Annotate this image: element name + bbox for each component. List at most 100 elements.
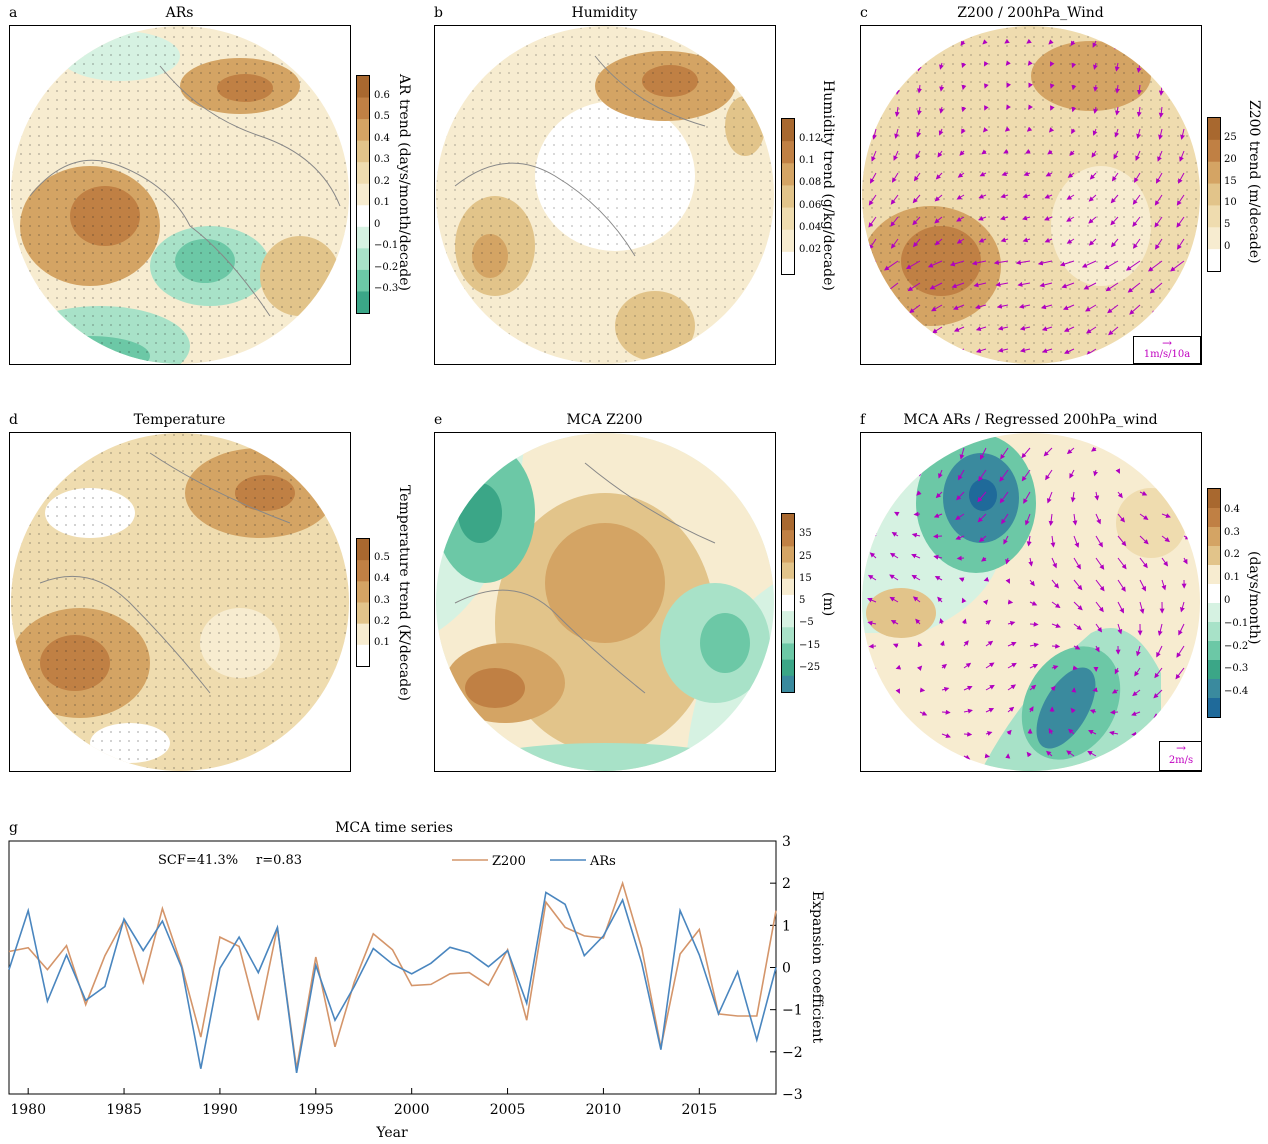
wind-vector	[894, 128, 900, 139]
wind-vector	[1067, 172, 1075, 178]
wind-vector	[1180, 62, 1186, 74]
wind-vector	[1114, 667, 1120, 675]
wind-vector	[978, 215, 987, 221]
wind-vector	[1183, 488, 1193, 494]
colorbar-tick-label: −0.2	[374, 261, 399, 273]
wind-vector	[1154, 194, 1163, 206]
wind-vector	[1037, 260, 1053, 266]
wind-vector	[1095, 535, 1103, 548]
wind-vector	[1111, 172, 1119, 182]
wind-vector	[1176, 711, 1185, 721]
wind-vector	[985, 708, 995, 713]
colorbar-swatch	[1208, 698, 1220, 718]
wind-vector	[868, 194, 877, 206]
wind-vector	[1026, 751, 1032, 758]
map-panel-a	[9, 25, 351, 365]
colorbar-swatch	[782, 141, 794, 164]
vector-key-label-c: 1m/s/10a	[1143, 349, 1191, 360]
wind-vector	[1157, 623, 1163, 636]
colorbar-swatch	[357, 183, 369, 206]
wind-vector	[863, 282, 877, 294]
wind-vector	[1006, 104, 1011, 110]
wind-vector	[982, 39, 988, 45]
colorbar-ticks-d: 0.5 0.4 0.3 0.2 0.1	[372, 538, 396, 665]
wind-vector	[887, 304, 899, 315]
wind-vector	[871, 666, 877, 672]
wind-vector	[934, 216, 943, 224]
wind-vector	[1071, 128, 1076, 135]
wind-vector	[956, 216, 965, 222]
wind-vector	[1029, 642, 1039, 648]
colorbar-tick-label: 0.3	[374, 594, 390, 606]
wind-vector	[890, 238, 899, 249]
wind-vector	[1004, 38, 1010, 44]
wind-vector	[1113, 150, 1119, 160]
wind-vector	[997, 347, 1009, 353]
wind-vector	[1019, 325, 1031, 331]
wind-vector	[892, 643, 899, 649]
wind-vector	[1132, 689, 1141, 697]
wind-vector	[918, 447, 924, 457]
wind-vector	[963, 662, 972, 669]
wind-vector	[1007, 684, 1017, 691]
wind-vector	[1001, 513, 1009, 525]
map-panel-c: → 1m/s/10a	[860, 25, 1202, 365]
wind-vector	[1021, 447, 1031, 459]
wind-vector	[1161, 535, 1170, 543]
wind-vector	[919, 687, 926, 693]
wind-vector	[1029, 601, 1038, 606]
wind-vector	[1183, 511, 1193, 517]
wind-vector	[960, 40, 966, 46]
wind-vector	[889, 596, 899, 603]
colorbar-swatch	[1208, 679, 1220, 699]
scf-annotation: SCF=41.3%	[158, 853, 238, 868]
wind-vector	[1175, 689, 1185, 701]
colorbar-tick-label: 0.1	[374, 197, 390, 209]
colorbar-swatch	[782, 185, 794, 209]
wind-vector	[934, 238, 943, 246]
wind-vector	[1051, 579, 1060, 589]
colorbar-label-b: Humidity trend (g/kg/decade)	[820, 80, 836, 291]
vector-key-arrow-icon: →	[1161, 336, 1173, 350]
wind-vector	[1072, 513, 1078, 526]
wind-vector	[919, 711, 928, 716]
wind-vector	[875, 447, 884, 452]
wind-vector	[1017, 281, 1031, 287]
wind-vector	[1061, 282, 1075, 289]
wind-vector	[1022, 237, 1031, 243]
colorbar-swatch	[357, 581, 369, 603]
wind-vector	[1006, 729, 1012, 736]
colorbar-tick-label: −0.4	[1224, 686, 1249, 698]
x-tick-label: 2005	[490, 1102, 526, 1118]
wind-vector	[1007, 620, 1016, 626]
wind-vector	[1051, 557, 1057, 569]
wind-vector	[916, 128, 922, 138]
plot-frame	[8, 840, 777, 1095]
wind-vector	[1183, 465, 1193, 471]
wind-vector	[963, 731, 973, 737]
wind-vector	[933, 533, 943, 539]
x-tick-label: 1985	[106, 1102, 142, 1118]
wind-vector	[1044, 237, 1053, 243]
wind-vector	[1047, 149, 1053, 155]
wind-vector	[872, 62, 878, 74]
panel-letter-c: c	[860, 5, 868, 21]
colorbar-swatch	[782, 163, 794, 186]
colorbar-swatch	[782, 514, 794, 531]
wind-vector	[935, 491, 943, 499]
wind-vector	[867, 620, 877, 626]
wind-vector	[1139, 491, 1148, 496]
wind-vector	[917, 641, 923, 648]
wind-vector	[1083, 282, 1097, 290]
wind-vector	[1000, 237, 1009, 243]
wind-vector	[1051, 665, 1059, 670]
wind-vector	[1069, 150, 1075, 156]
wind-vector	[977, 491, 987, 503]
wind-vector	[1040, 304, 1053, 310]
colorbar-swatch	[782, 530, 794, 547]
wind-vector	[875, 467, 883, 473]
wind-vector	[1086, 326, 1097, 334]
wind-vector	[1000, 447, 1009, 460]
wind-vector	[1041, 326, 1053, 332]
wind-vector	[1111, 688, 1119, 694]
